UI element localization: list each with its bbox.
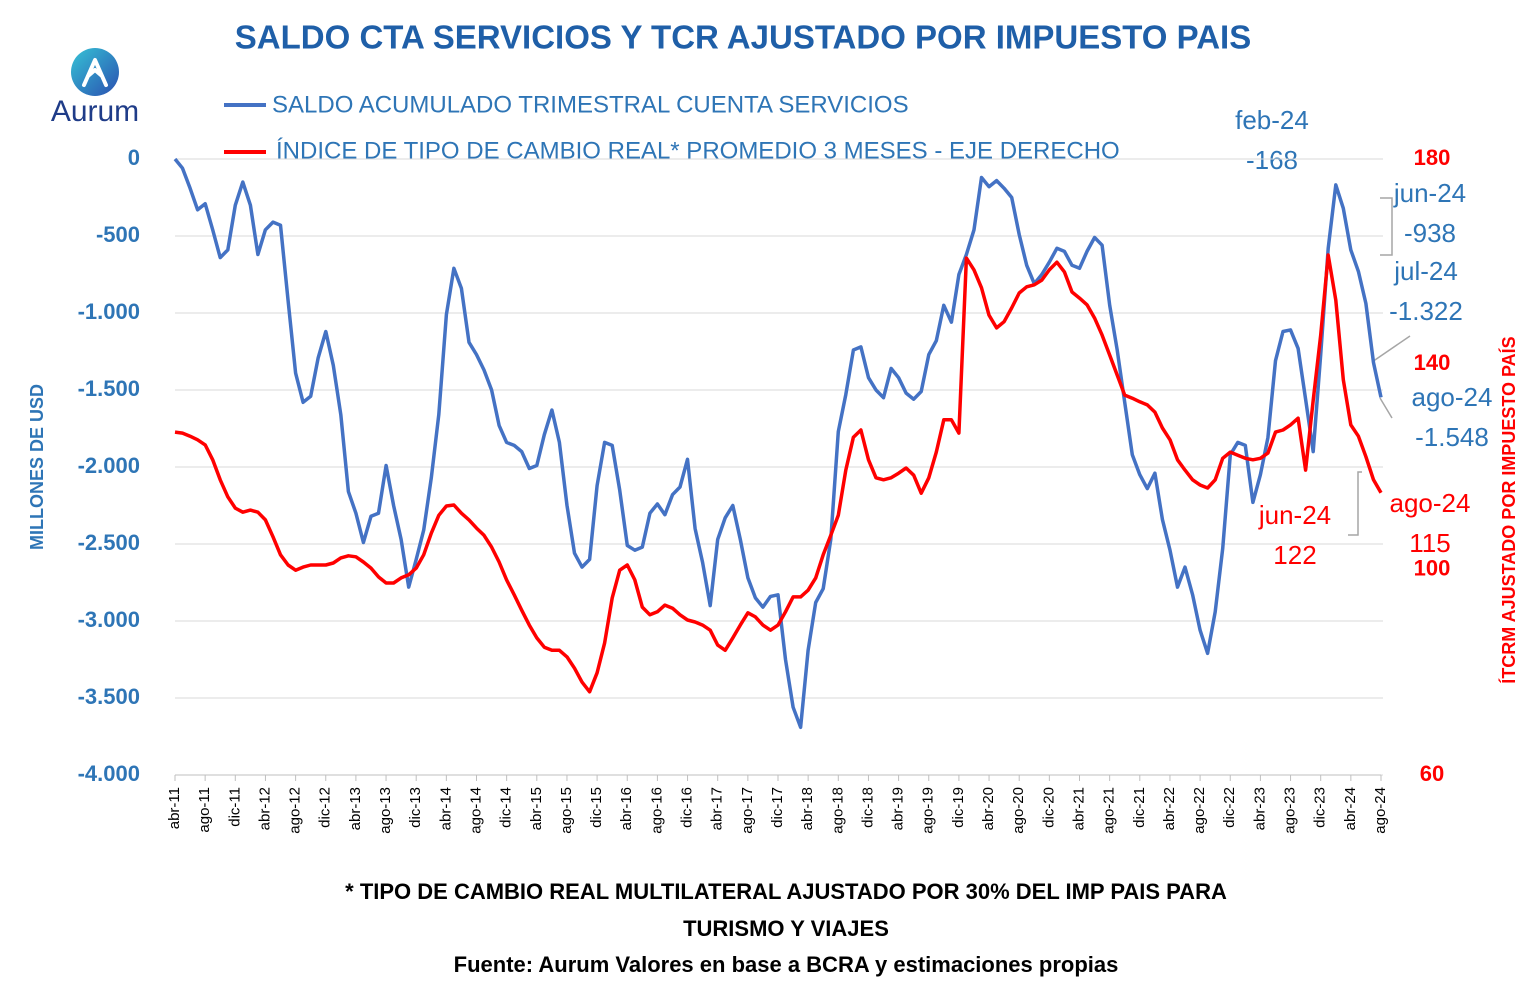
x-tick-label: ago-23: [1282, 787, 1299, 834]
x-tick-label: dic-16: [679, 787, 696, 828]
y-tick-label: 0: [128, 145, 140, 170]
x-tick-label: abr-12: [256, 787, 273, 830]
legend-label: ÍNDICE DE TIPO DE CAMBIO REAL* PROMEDIO …: [276, 137, 1120, 164]
series-line: [173, 157, 1383, 730]
annotation: ago-24: [1412, 382, 1493, 412]
x-tick-label: abr-24: [1342, 787, 1359, 830]
x-tick-label: ago-13: [377, 787, 394, 834]
y2-tick-label: 140: [1414, 350, 1451, 375]
x-tick-label: ago-22: [1191, 787, 1208, 834]
annotation: jul-24: [1393, 256, 1458, 286]
y-tick-label: -3.000: [78, 607, 140, 632]
footnote: * TIPO DE CAMBIO REAL MULTILATERAL AJUST…: [345, 879, 1227, 904]
y-tick-label: -3.500: [78, 684, 140, 709]
x-tick-label: dic-21: [1131, 787, 1148, 828]
annotation: ago-24: [1390, 488, 1471, 518]
y-tick-label: -2.500: [78, 530, 140, 555]
annotation: 122: [1273, 540, 1316, 570]
y-tick-label: -500: [96, 222, 140, 247]
annotation: jun-24: [1258, 500, 1331, 530]
x-tick-label: dic-14: [498, 787, 515, 828]
annotation: -938: [1404, 218, 1456, 248]
x-tick-label: abr-15: [528, 787, 545, 830]
x-tick-label: ago-21: [1101, 787, 1118, 834]
x-tick-label: ago-20: [1010, 787, 1027, 834]
x-tick-label: dic-11: [226, 787, 243, 827]
x-tick-label: abr-21: [1070, 787, 1087, 830]
leader-lines: [1348, 197, 1411, 536]
x-tick-label: dic-15: [588, 787, 605, 828]
annotation: -1.322: [1389, 296, 1463, 326]
x-tick-label: abr-17: [709, 787, 726, 830]
x-tick-label: ago-15: [558, 787, 575, 834]
y-tick-label: -1.500: [78, 376, 140, 401]
x-tick-label: abr-18: [799, 787, 816, 830]
x-tick-label: abr-19: [890, 787, 907, 830]
annotation: 115: [1409, 528, 1450, 558]
x-tick-label: ago-16: [648, 787, 665, 834]
x-tick-label: dic-22: [1221, 787, 1238, 828]
x-tick-label: dic-18: [859, 787, 876, 828]
y2-tick-label: 100: [1414, 555, 1451, 580]
x-tick-label: ago-12: [287, 787, 304, 834]
series-line: [174, 253, 1383, 694]
annotation: -168: [1246, 145, 1298, 175]
x-tick-label: dic-12: [317, 787, 334, 828]
x-tick-label: dic-13: [407, 787, 424, 828]
x-tick-label: ago-19: [920, 787, 937, 834]
source: Fuente: Aurum Valores en base a BCRA y e…: [454, 952, 1119, 977]
x-tick-label: ago-11: [196, 787, 213, 833]
x-tick-label: dic-17: [769, 787, 786, 828]
annotation: -1.548: [1415, 422, 1489, 452]
y-tick-label: -4.000: [78, 761, 140, 786]
y2-tick-label: 60: [1420, 761, 1444, 786]
x-tick-label: ago-18: [829, 787, 846, 834]
y2-axis-title: ÍTCRM AJUSTADO POR IMPUESTO PAÍS: [1498, 336, 1519, 683]
footnote: TURISMO Y VIAJES: [683, 916, 889, 941]
x-tick-label: dic-19: [950, 787, 967, 828]
x-tick-label: abr-23: [1251, 787, 1268, 830]
x-tick-label: ago-14: [467, 787, 484, 834]
x-tick-label: abr-14: [437, 787, 454, 830]
y-tick-label: -2.000: [78, 453, 140, 478]
x-tick-label: abr-13: [347, 787, 364, 830]
y-axis-title: MILLONES DE USD: [27, 384, 47, 550]
x-tick-label: abr-22: [1161, 787, 1178, 830]
annotation: jun-24: [1393, 178, 1466, 208]
logo: Aurum: [51, 48, 139, 128]
annotation: feb-24: [1235, 105, 1309, 135]
x-tick-label: ago-24: [1372, 787, 1389, 834]
x-tick-label: dic-20: [1040, 787, 1057, 828]
x-tick-label: dic-23: [1312, 787, 1329, 828]
x-tick-label: abr-11: [166, 787, 183, 829]
chart-title: SALDO CTA SERVICIOS Y TCR AJUSTADO POR I…: [235, 19, 1251, 56]
y-tick-label: -1.000: [78, 299, 140, 324]
logo-text: Aurum: [51, 95, 139, 128]
x-tick-label: abr-20: [980, 787, 997, 830]
x-tick-label: ago-17: [739, 787, 756, 834]
y2-tick-label: 180: [1414, 145, 1451, 170]
legend-label: SALDO ACUMULADO TRIMESTRAL CUENTA SERVIC…: [272, 91, 909, 118]
x-tick-label: abr-16: [618, 787, 635, 830]
